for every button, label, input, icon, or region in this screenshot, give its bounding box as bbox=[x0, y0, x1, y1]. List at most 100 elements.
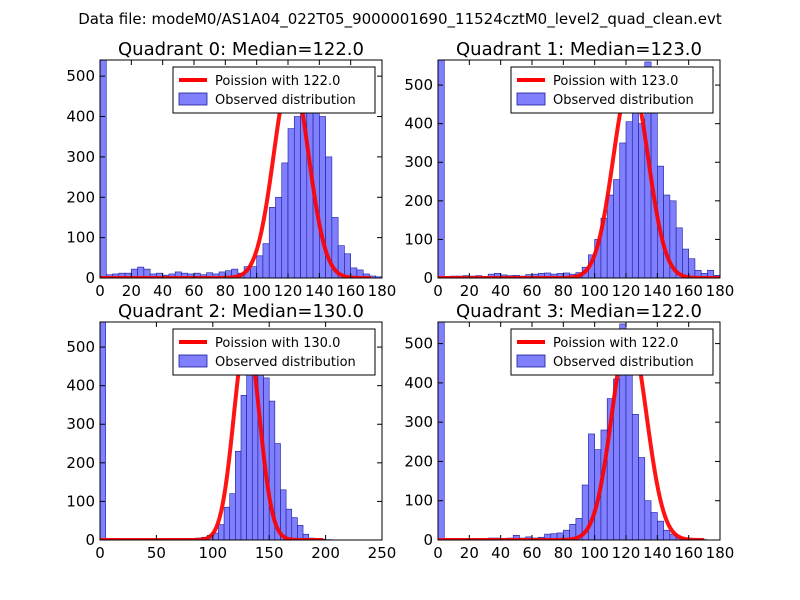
histogram-bar bbox=[235, 450, 242, 540]
histogram-bar bbox=[438, 60, 445, 278]
x-tick-label: 40 bbox=[491, 282, 510, 300]
poisson-fit-line bbox=[100, 333, 325, 540]
y-tick-label: 400 bbox=[404, 115, 433, 133]
y-tick-label: 0 bbox=[85, 269, 95, 287]
legend-patch-swatch bbox=[178, 354, 208, 368]
y-tick-label: 100 bbox=[66, 492, 95, 510]
x-tick-label: 160 bbox=[336, 282, 365, 300]
x-tick-label: 160 bbox=[674, 282, 703, 300]
x-tick-label: 0 bbox=[433, 544, 443, 562]
histogram-bar bbox=[650, 512, 658, 540]
histogram-bar bbox=[682, 248, 689, 278]
panel-title: Quadrant 2: Median=130.0 bbox=[118, 301, 364, 322]
histogram-bar bbox=[613, 179, 621, 278]
y-tick-label: 100 bbox=[404, 492, 433, 510]
histogram-bar bbox=[100, 60, 107, 278]
y-tick-label: 0 bbox=[423, 531, 433, 549]
axes-frame bbox=[99, 59, 383, 279]
x-tick-label: 200 bbox=[311, 544, 340, 562]
legend: Poission with 130.0 Observed distribution bbox=[172, 328, 376, 376]
x-tick-label: 140 bbox=[305, 282, 334, 300]
legend-label: Observed distribution bbox=[553, 355, 694, 370]
x-tick-label: 20 bbox=[122, 282, 141, 300]
x-tick-label: 0 bbox=[95, 544, 105, 562]
histogram-bar bbox=[302, 533, 309, 540]
x-tick-label: 60 bbox=[522, 282, 541, 300]
histogram-bar bbox=[606, 194, 614, 278]
y-tick-label: 0 bbox=[423, 269, 433, 287]
x-tick-label: 120 bbox=[612, 544, 641, 562]
x-tick-label: 100 bbox=[580, 282, 609, 300]
x-tick-label: 120 bbox=[612, 282, 641, 300]
legend-label: Poission with 122.0 bbox=[215, 74, 340, 89]
histogram-bar bbox=[218, 524, 225, 540]
panel-title: Quadrant 3: Median=122.0 bbox=[456, 301, 702, 322]
histogram-bar bbox=[638, 457, 646, 540]
x-tick-label: 50 bbox=[147, 544, 166, 562]
x-tick-label: 180 bbox=[706, 282, 735, 300]
x-tick-label: 250 bbox=[368, 544, 397, 562]
y-tick-label: 300 bbox=[404, 153, 433, 171]
histogram-bar bbox=[293, 116, 301, 278]
y-tick-label: 100 bbox=[66, 229, 95, 247]
legend-label: Observed distribution bbox=[553, 93, 694, 108]
y-tick-label: 0 bbox=[85, 531, 95, 549]
x-tick-label: 160 bbox=[674, 544, 703, 562]
x-tick-label: 60 bbox=[522, 544, 541, 562]
x-tick-label: 0 bbox=[433, 282, 443, 300]
histogram-bar bbox=[285, 508, 293, 540]
histogram-bar bbox=[256, 255, 264, 278]
y-tick-label: 100 bbox=[404, 230, 433, 248]
y-tick-label: 500 bbox=[404, 76, 433, 94]
histogram-bar bbox=[619, 142, 627, 278]
x-tick-label: 20 bbox=[460, 544, 479, 562]
panel-title: Quadrant 0: Median=122.0 bbox=[118, 39, 364, 60]
histogram-bar bbox=[663, 529, 671, 540]
histogram-bar bbox=[250, 266, 257, 278]
y-tick-label: 400 bbox=[404, 374, 433, 392]
axes-frame bbox=[99, 321, 383, 541]
histogram-bar bbox=[319, 116, 326, 278]
legend-label: Poission with 122.0 bbox=[553, 336, 678, 351]
panel-quadrant-2: 0 50 100 150 200 250 0 100 200 300 400 500 Quadrant … bbox=[66, 301, 396, 562]
poisson-fit-line bbox=[438, 329, 706, 540]
x-tick-label: 80 bbox=[554, 282, 573, 300]
poisson-fit-line bbox=[100, 70, 373, 278]
legend-label: Poission with 123.0 bbox=[553, 74, 678, 89]
histogram-bar bbox=[638, 123, 646, 278]
histogram-bar bbox=[297, 525, 304, 540]
x-tick-label: 40 bbox=[153, 282, 172, 300]
histogram-bar bbox=[100, 322, 106, 540]
legend: Poission with 122.0 Observed distribution bbox=[172, 66, 376, 114]
poisson-fit-line bbox=[438, 77, 720, 278]
histogram-bar bbox=[262, 243, 270, 278]
panels: 0 20 40 60 80 100 120 140 160 1800100200300400500… bbox=[66, 39, 734, 562]
histogram-bar bbox=[631, 414, 639, 540]
x-tick-label: 140 bbox=[643, 544, 672, 562]
panel-quadrant-1: 0 20 40 60 80 100 120 140 160 1800100200300400500… bbox=[404, 39, 734, 300]
x-tick-label: 20 bbox=[460, 282, 479, 300]
y-tick-label: 200 bbox=[404, 452, 433, 470]
legend: Poission with 122.0 Observed distribution bbox=[510, 328, 714, 376]
histogram-bar bbox=[275, 196, 283, 278]
histogram-bar bbox=[375, 276, 382, 278]
y-tick-label: 400 bbox=[66, 377, 95, 395]
histogram-bar bbox=[657, 520, 664, 540]
y-tick-label: 500 bbox=[404, 335, 433, 353]
x-tick-label: 120 bbox=[274, 282, 303, 300]
plot-area bbox=[438, 60, 720, 278]
y-tick-label: 200 bbox=[404, 192, 433, 210]
y-tick-label: 300 bbox=[404, 413, 433, 431]
histogram-bar bbox=[268, 207, 276, 278]
plot-area bbox=[100, 60, 382, 278]
histogram-bar bbox=[663, 194, 671, 278]
axes-frame bbox=[437, 321, 721, 541]
y-tick-label: 300 bbox=[66, 148, 95, 166]
y-tick-label: 400 bbox=[66, 108, 95, 126]
y-tick-label: 500 bbox=[66, 67, 95, 85]
histogram-bar bbox=[625, 355, 633, 540]
histogram-bar bbox=[438, 322, 445, 540]
legend-label: Observed distribution bbox=[215, 355, 356, 370]
y-tick-label: 200 bbox=[66, 188, 95, 206]
